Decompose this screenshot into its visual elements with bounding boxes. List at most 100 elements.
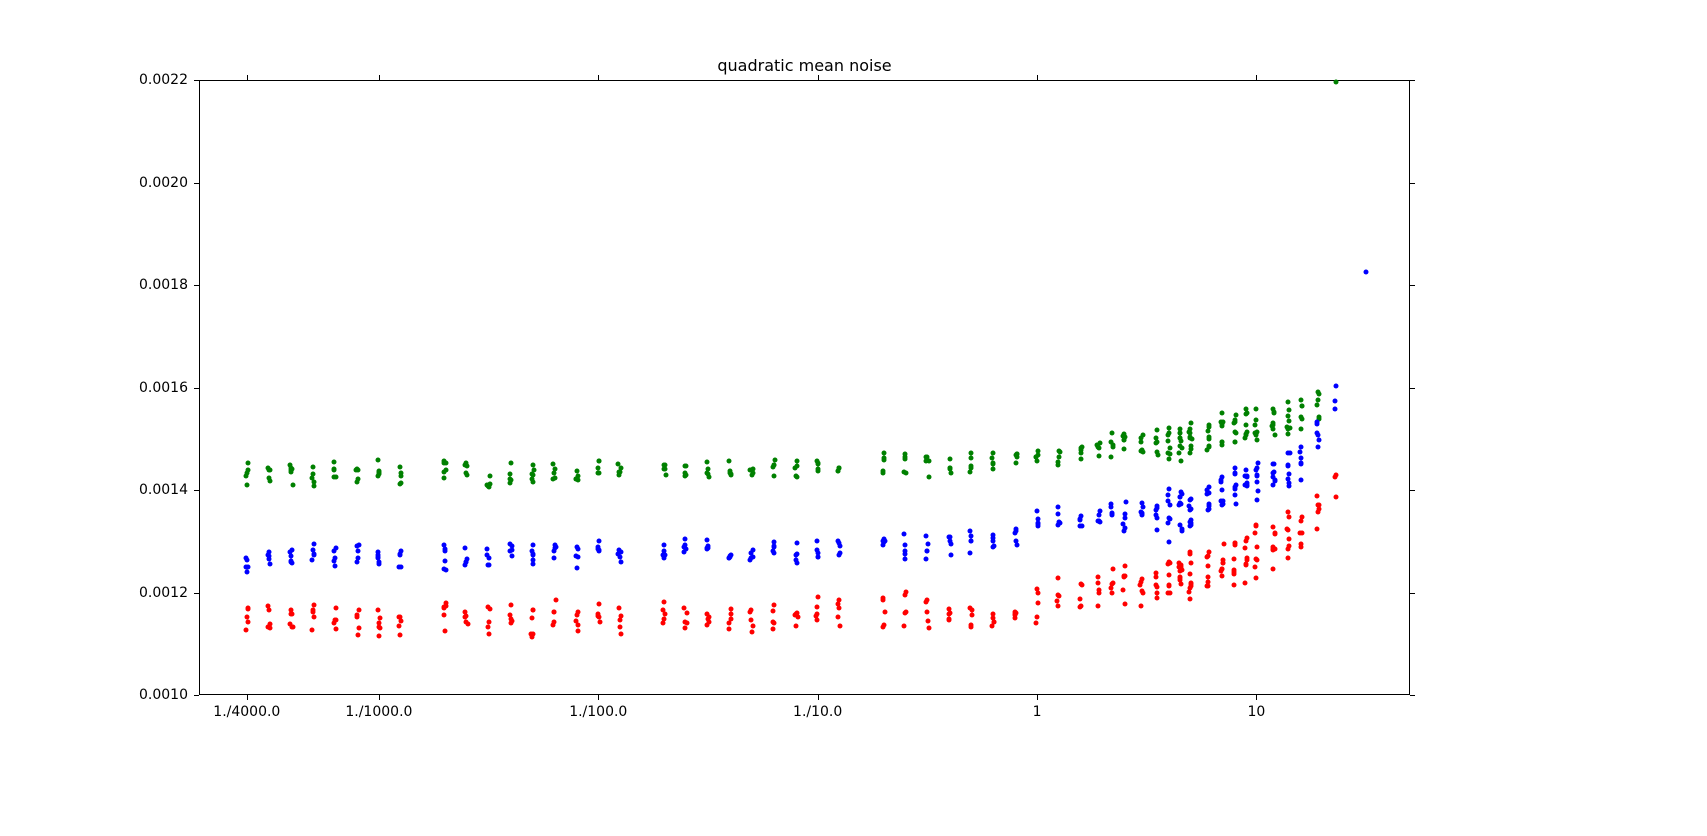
data-point-red [926,619,931,624]
data-point-blue [794,558,799,563]
data-point-red [1285,527,1290,532]
data-point-blue [245,570,250,575]
data-point-green [1177,451,1182,456]
data-point-red [442,605,447,610]
y-tick-mark [194,490,199,491]
data-point-green [508,471,513,476]
data-point-blue [1014,529,1019,534]
x-tick-mark [818,695,819,700]
data-point-red [1165,562,1170,567]
data-point-red [1271,567,1276,572]
data-point-green [727,458,732,463]
y-tick-mark-right [1410,490,1415,491]
data-point-red [748,609,753,614]
data-point-blue [1139,511,1144,516]
data-point-red [1140,590,1145,595]
data-point-red [355,614,360,619]
data-point-green [793,465,798,470]
data-point-green [1287,419,1292,424]
data-point-red [1243,545,1248,550]
y-tick-mark [194,593,199,594]
data-point-red [946,617,951,622]
data-point-red [991,620,996,625]
data-point-blue [1233,482,1238,487]
data-point-blue [795,541,800,546]
data-point-green [530,462,535,467]
data-point-green [1034,455,1039,460]
data-point-green [1272,410,1277,415]
data-point-blue [1364,270,1369,275]
data-point-red [1109,585,1114,590]
data-point-red [1299,518,1304,523]
data-point-red [1165,591,1170,596]
data-point-green [1232,421,1237,426]
data-point-blue [1316,445,1321,450]
x-tick-mark [379,695,380,700]
data-point-green [795,459,800,464]
data-point-red [1036,600,1041,605]
y-tick-label: 0.0010 [139,687,188,703]
data-point-green [1055,460,1060,465]
data-point-blue [530,548,535,553]
data-point-red [1298,531,1303,536]
data-point-red [551,609,556,614]
data-point-blue [1179,528,1184,533]
data-point-blue [1155,528,1160,533]
data-point-blue [902,531,907,536]
y-tick-label: 0.0016 [139,380,188,396]
data-point-blue [748,557,753,562]
data-point-green [1122,437,1127,442]
data-point-red [441,613,446,618]
data-point-red [1187,572,1192,577]
data-point-green [880,470,885,475]
data-point-green [1168,446,1173,451]
data-point-blue [616,548,621,553]
data-point-green [442,459,447,464]
chart-title: quadratic mean noise [717,56,891,75]
data-point-green [1334,80,1339,85]
data-point-blue [1254,498,1259,503]
data-point-green [310,471,315,476]
data-point-red [356,607,361,612]
data-point-blue [510,553,515,558]
data-point-green [574,477,579,482]
data-point-green [1177,427,1182,432]
data-point-green [969,451,974,456]
y-tick-label: 0.0020 [139,175,188,191]
data-point-blue [397,553,402,558]
data-point-green [683,473,688,478]
data-point-red [1123,563,1128,568]
data-point-blue [1232,465,1237,470]
data-point-blue [530,543,535,548]
data-point-green [1166,438,1171,443]
data-point-green [1110,431,1115,436]
data-point-green [442,475,447,480]
chart-figure: quadratic mean noise 0.00100.00120.00140… [0,0,1707,836]
data-point-red [771,603,776,608]
data-point-red [463,609,468,614]
data-point-green [991,466,996,471]
data-point-blue [1177,494,1182,499]
data-point-green [1138,449,1143,454]
data-point-green [794,475,799,480]
data-point-blue [1187,504,1192,509]
data-point-blue [990,532,995,537]
data-point-green [1207,434,1212,439]
data-point-blue [1316,438,1321,443]
data-point-blue [1178,523,1183,528]
data-point-red [682,606,687,611]
data-point-green [464,471,469,476]
data-point-red [991,612,996,617]
data-point-blue [332,549,337,554]
data-point-green [903,471,908,476]
data-point-green [1168,451,1173,456]
data-point-red [1034,620,1039,625]
data-point-blue [575,545,580,550]
data-point-blue [814,538,819,543]
data-point-blue [1297,450,1302,455]
data-point-red [1187,552,1192,557]
data-point-blue [1121,522,1126,527]
data-point-green [1206,444,1211,449]
data-point-red [1154,571,1159,576]
data-point-green [531,479,536,484]
